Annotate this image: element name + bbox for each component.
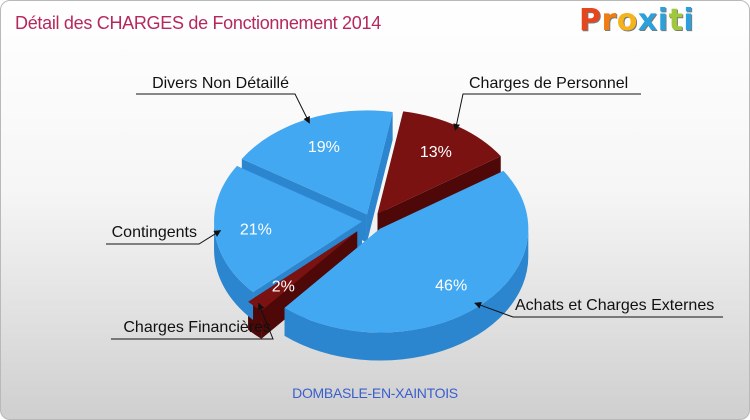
pie-slice-side bbox=[214, 221, 254, 320]
slice-category-label: Achats et Charges Externes bbox=[515, 297, 714, 314]
logo-letter: t bbox=[668, 3, 684, 38]
chart-title: Détail des CHARGES de Fonctionnement 201… bbox=[15, 13, 381, 33]
slice-percent-label: 2% bbox=[272, 278, 295, 295]
logo-letter: i bbox=[683, 3, 695, 38]
callout-leader-line bbox=[111, 302, 274, 340]
pie-slice bbox=[248, 231, 358, 311]
slice-percent-label: 21% bbox=[240, 221, 272, 238]
slice-category-label: Charges Financières bbox=[123, 319, 271, 336]
slice-category-label: Divers Non Détaillé bbox=[152, 75, 289, 92]
callout-leader-line bbox=[453, 93, 641, 131]
pie-top-layer bbox=[214, 110, 529, 333]
slice-percent-label: 13% bbox=[420, 144, 452, 161]
logo-letter: x bbox=[637, 3, 658, 38]
callout-leader-line bbox=[474, 301, 723, 318]
slice-percent-label: 46% bbox=[435, 277, 467, 294]
slice-category-label: Contingents bbox=[112, 224, 197, 241]
pie-slice bbox=[377, 111, 501, 214]
slice-percent-label: 19% bbox=[308, 139, 340, 156]
pie-slice-side bbox=[284, 228, 529, 361]
pie-slice-wall bbox=[366, 111, 393, 243]
logo-letter: i bbox=[657, 3, 669, 38]
logo-letter: P bbox=[579, 3, 602, 38]
percent-labels: 13% 46% 2% 21% 19% bbox=[240, 139, 467, 295]
logo-letter: o bbox=[616, 3, 638, 38]
callout-leader-line bbox=[106, 230, 222, 245]
logo-letter: r bbox=[601, 3, 617, 38]
callout-leader-line bbox=[136, 93, 310, 124]
pie-slice bbox=[214, 166, 363, 292]
callout-layer: Charges de Personnel Achats et Charges Ex… bbox=[106, 75, 723, 340]
proxiti-logo: Proxiti bbox=[579, 3, 694, 43]
pie-slice bbox=[241, 110, 393, 215]
location-label: DOMBASLE-EN-XAINTOIS bbox=[292, 385, 458, 401]
pie-slice bbox=[284, 170, 529, 333]
slice-category-label: Charges de Personnel bbox=[469, 75, 628, 92]
